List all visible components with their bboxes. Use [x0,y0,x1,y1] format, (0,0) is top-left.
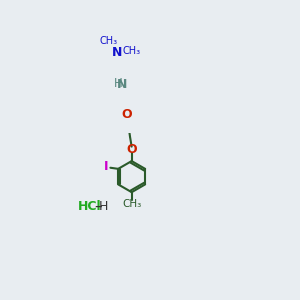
Text: H: H [99,200,109,213]
Text: –: – [94,199,102,214]
Text: I: I [104,160,109,173]
Text: HCl: HCl [78,200,102,213]
Text: N: N [112,46,122,59]
Text: O: O [121,108,132,121]
Text: O: O [127,143,137,157]
Text: CH₃: CH₃ [122,199,141,209]
Text: CH₃: CH₃ [99,36,117,46]
Text: N: N [116,78,127,91]
Text: H: H [113,77,122,90]
Text: CH₃: CH₃ [123,46,141,56]
